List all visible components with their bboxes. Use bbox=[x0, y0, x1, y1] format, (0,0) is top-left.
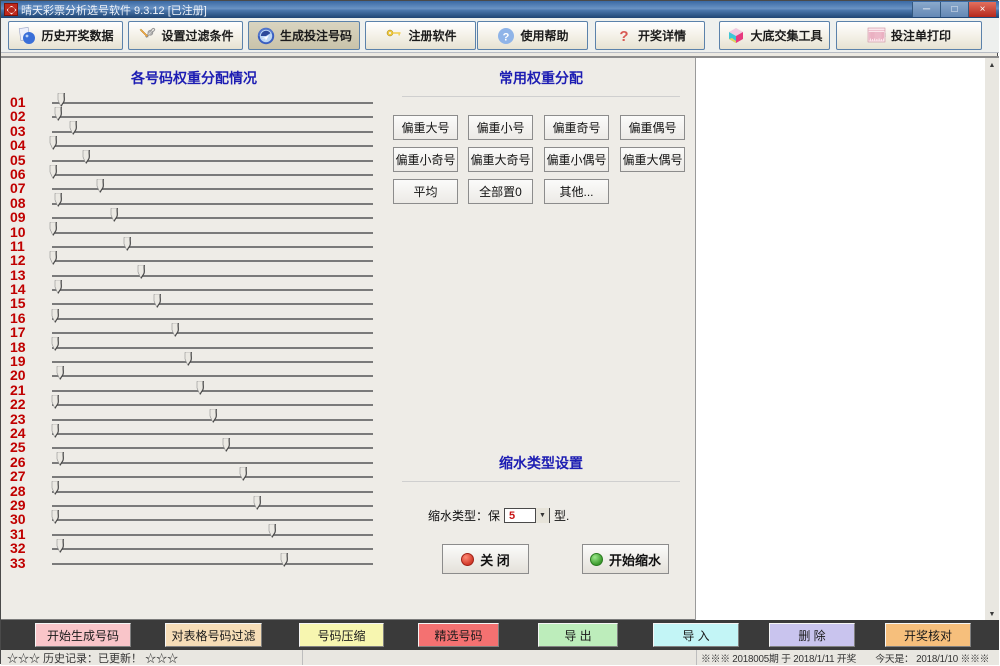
svg-text:?: ? bbox=[503, 31, 510, 43]
svg-text:?: ? bbox=[619, 28, 628, 45]
